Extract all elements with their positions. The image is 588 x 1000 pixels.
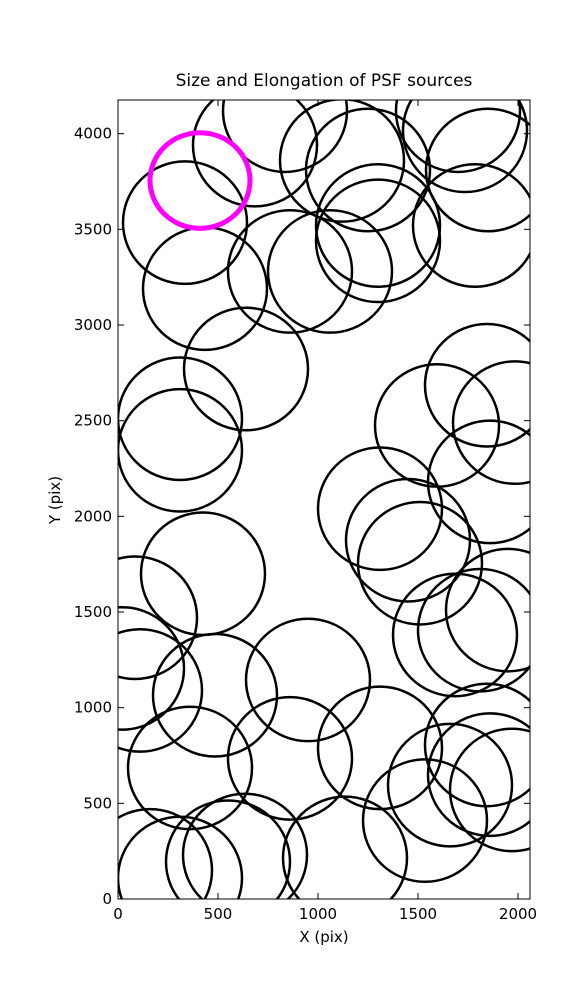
psf-ellipse [226, 208, 354, 334]
x-tick-label: 0 [113, 905, 123, 923]
y-tick-label: 1000 [74, 699, 112, 717]
psf-ellipse [126, 705, 254, 831]
psf-ellipse [139, 511, 267, 637]
psf-ellipse [426, 712, 530, 838]
psf-ellipse [394, 100, 522, 174]
psf-ellipse [304, 107, 432, 233]
psf-ellipse [266, 208, 394, 334]
psf-ellipse [314, 163, 442, 288]
psf-ellipse [118, 627, 204, 753]
y-tick-label: 2000 [74, 507, 112, 525]
psf-ellipse [244, 617, 372, 743]
psf-ellipse [448, 727, 530, 853]
psf-ellipse [141, 226, 269, 352]
psf-ellipse [147, 130, 253, 231]
psf-ellipse [423, 322, 530, 448]
psf-ellipse [182, 306, 310, 432]
axes-frame [117, 99, 531, 900]
y-tick-label: 0 [102, 890, 112, 908]
psf-ellipse [151, 632, 279, 758]
psf-ellipse [118, 387, 244, 513]
x-tick-label: 500 [204, 905, 233, 923]
psf-ellipse [118, 605, 186, 731]
psf-ellipse [118, 356, 244, 482]
y-tick-label: 3500 [74, 220, 112, 238]
psf-ellipse [118, 555, 199, 681]
psf-ellipse [444, 547, 530, 673]
psf-ellipse [344, 477, 472, 603]
psf-ellipse [314, 178, 442, 304]
psf-ellipse [424, 107, 530, 233]
x-tick-label: 1000 [299, 905, 337, 923]
psf-ellipse [118, 815, 244, 899]
x-tick-label: 2000 [499, 905, 537, 923]
y-tick-label: 500 [83, 794, 112, 812]
x-tick-label: 1500 [399, 905, 437, 923]
psf-ellipse [278, 100, 406, 223]
psf-ellipse [373, 362, 501, 488]
psf-ellipse [316, 446, 444, 572]
y-tick-label: 1500 [74, 603, 112, 621]
chart-title: Size and Elongation of PSF sources [176, 71, 473, 91]
y-tick-label: 3000 [74, 316, 112, 334]
psf-ellipse [164, 799, 292, 899]
psf-ellipse [401, 100, 529, 194]
psf-ellipse [411, 163, 530, 288]
psf-ellipse [356, 500, 484, 626]
psf-ellipse [386, 722, 514, 848]
psf-ellipse [416, 567, 530, 693]
psf-ellipse [191, 100, 319, 208]
psf-ellipse [451, 360, 530, 486]
psf-ellipse [423, 682, 530, 808]
psf-ellipse [181, 792, 309, 899]
psf-ellipse [316, 685, 444, 811]
psf-ellipse [221, 100, 349, 174]
psf-ellipse [118, 807, 214, 899]
x-axis-label: X (pix) [299, 928, 348, 946]
psf-ellipse [281, 795, 409, 899]
psf-ellipse [226, 695, 354, 821]
psf-ellipse [391, 572, 519, 698]
psf-ellipse [426, 419, 530, 545]
psf-ellipse [121, 160, 249, 286]
y-tick-label: 4000 [74, 125, 112, 143]
y-tick-label: 2500 [74, 412, 112, 430]
psf-ellipse [361, 758, 489, 884]
plot-area [118, 100, 530, 899]
y-axis-label: Y (pix) [46, 476, 64, 525]
